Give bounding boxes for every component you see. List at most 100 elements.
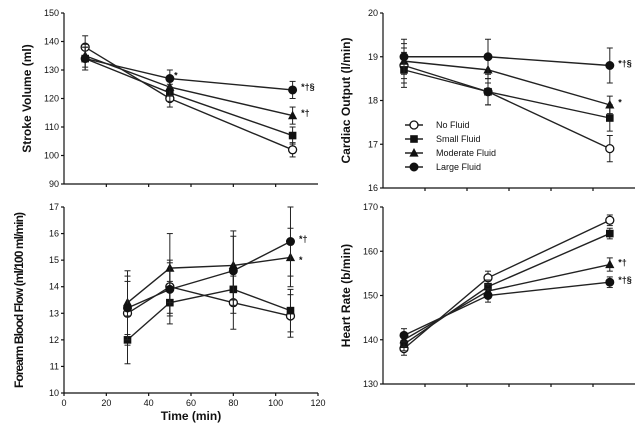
y-axis-label: Cardiac Output (l/min) <box>339 37 353 163</box>
data-point <box>605 61 615 70</box>
series-line <box>127 256 291 304</box>
y-tick-label: 140 <box>44 37 59 47</box>
legend-marker <box>409 162 419 172</box>
series-line <box>84 57 293 137</box>
series-line <box>84 46 293 151</box>
series-small-fluid <box>400 227 614 352</box>
series-line <box>403 281 610 336</box>
data-point <box>165 74 175 84</box>
y-tick-label: 90 <box>49 179 59 189</box>
y-tick-label: 16 <box>49 229 59 239</box>
data-point <box>288 85 298 95</box>
y-axis-label: Forearm Blood Flow (ml/100 ml/min) <box>12 212 26 388</box>
x-tick-label: 120 <box>310 398 325 408</box>
data-point <box>80 54 90 64</box>
series-large-fluid <box>80 46 298 99</box>
x-tick-label: 60 <box>186 398 196 408</box>
significance-marker: * <box>299 255 303 265</box>
x-axis-label: Time (min) <box>161 409 221 423</box>
series-line <box>127 285 291 317</box>
data-point <box>606 114 614 122</box>
series-line <box>85 57 293 91</box>
significance-marker: *† <box>301 108 310 118</box>
series-line <box>403 219 611 350</box>
y-tick-label: 140 <box>363 335 378 345</box>
legend-marker <box>409 120 419 130</box>
data-point <box>228 266 238 276</box>
legend: No Fluid Small Fluid Moderate Fluid Large F… <box>405 120 496 172</box>
data-point <box>605 143 615 154</box>
y-tick-label: 130 <box>363 379 378 389</box>
data-point <box>123 303 132 313</box>
series-moderate-fluid <box>80 43 298 125</box>
series-large-fluid <box>399 276 615 343</box>
significance-marker: *† <box>618 257 627 267</box>
data-point <box>288 131 297 140</box>
x-tick-label: 80 <box>228 398 238 408</box>
significance-marker: * <box>618 98 622 108</box>
series-line <box>127 240 291 309</box>
data-point <box>605 99 615 109</box>
legend-marker <box>409 148 419 157</box>
y-tick-label: 20 <box>368 8 378 18</box>
y-tick-label: 18 <box>368 96 378 106</box>
legend-label: Small Fluid <box>436 134 481 144</box>
series-small-fluid <box>123 264 295 365</box>
significance-marker: *† <box>299 234 308 244</box>
data-point <box>484 87 492 96</box>
series-line <box>403 69 610 119</box>
data-point <box>285 237 295 247</box>
data-point <box>605 259 615 269</box>
series-no-fluid <box>399 47 615 163</box>
y-tick-label: 11 <box>50 361 59 371</box>
significance-marker: *†§ <box>301 82 315 92</box>
legend-item-large-fluid: Large Fluid <box>405 162 481 172</box>
data-point <box>483 52 493 62</box>
y-tick-label: 13 <box>49 308 59 318</box>
y-axis-label: Heart Rate (b/min) <box>339 244 353 347</box>
panel-forearm-blood-flow: 10 11 12 13 14 15 16 17 0 20 40 60 80 100 120 Forearm B… <box>12 202 326 423</box>
x-tick-label: 0 <box>61 398 66 408</box>
data-point <box>606 229 614 238</box>
panel-heart-rate: 130 140 150 160 170 Heart Rate (b/min) *† *†§ <box>339 202 635 389</box>
series-moderate-fluid <box>122 227 296 336</box>
series-small-fluid <box>81 46 297 145</box>
legend-label: Large Fluid <box>436 162 481 172</box>
y-tick-label: 150 <box>44 8 59 18</box>
data-point <box>399 330 409 340</box>
y-tick-label: 17 <box>49 202 59 212</box>
series-no-fluid <box>80 35 298 158</box>
data-point <box>165 284 175 294</box>
legend-item-no-fluid: No Fluid <box>405 120 470 130</box>
x-tick-label: 40 <box>144 398 154 408</box>
series-line <box>127 288 291 341</box>
y-tick-label: 16 <box>368 183 378 193</box>
y-tick-label: 17 <box>368 139 378 149</box>
data-point <box>605 215 615 225</box>
y-tick-label: 19 <box>368 52 378 62</box>
y-axis-label: Stroke Volume (ml) <box>20 44 34 152</box>
x-tick-label: 100 <box>268 398 283 408</box>
panel-stroke-volume: 90 100 110 120 130 140 150 Stroke Volume (ml) * *… <box>20 8 318 189</box>
series-moderate-fluid <box>399 257 615 347</box>
y-tick-label: 15 <box>49 255 59 265</box>
panel-cardiac-output: 16 17 18 19 20 Cardiac Output (l/min) *†§ * <box>339 8 635 193</box>
data-point <box>605 277 615 287</box>
y-tick-label: 12 <box>49 335 59 345</box>
legend-label: No Fluid <box>436 120 470 130</box>
legend-label: Moderate Fluid <box>436 148 496 158</box>
y-tick-label: 14 <box>49 282 59 292</box>
data-point <box>288 110 298 120</box>
x-tick-label: 20 <box>101 398 111 408</box>
data-point <box>483 291 493 300</box>
data-point <box>286 306 295 315</box>
series-large-fluid <box>399 38 615 84</box>
legend-item-moderate-fluid: Moderate Fluid <box>405 148 496 158</box>
legend-marker <box>410 135 418 143</box>
y-tick-label: 170 <box>363 202 378 212</box>
data-point <box>287 145 298 155</box>
significance-marker: *†§ <box>618 58 632 68</box>
series-large-fluid <box>123 206 295 341</box>
y-tick-label: 10 <box>49 388 59 398</box>
